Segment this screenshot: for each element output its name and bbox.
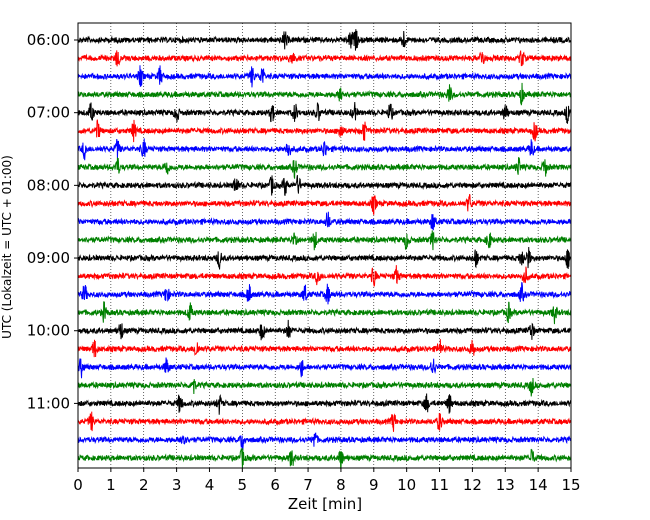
trace-rows bbox=[77, 29, 572, 469]
x-tick-label-10: 10 bbox=[397, 476, 416, 494]
trace-row-1100 bbox=[77, 393, 572, 415]
trace-row-0645 bbox=[77, 82, 572, 106]
trace-row-0600 bbox=[77, 29, 572, 51]
trace-row-0930 bbox=[77, 282, 572, 305]
x-tick-label-6: 6 bbox=[270, 476, 280, 494]
y-tick-label-1000: 10:00 bbox=[27, 322, 70, 340]
trace-row-0715 bbox=[77, 119, 572, 143]
x-tick-label-4: 4 bbox=[205, 476, 215, 494]
trace-row-0915 bbox=[77, 265, 572, 288]
trace-row-1045 bbox=[77, 378, 572, 397]
x-tick-label-13: 13 bbox=[496, 476, 515, 494]
x-tick-label-12: 12 bbox=[463, 476, 482, 494]
x-axis-label: Zeit [min] bbox=[288, 495, 362, 513]
y-axis-label: UTC (Lokalzeit = UTC + 01:00) bbox=[0, 155, 14, 339]
trace-row-0730 bbox=[77, 138, 572, 161]
trace-row-1000 bbox=[77, 319, 572, 341]
x-tick-label-3: 3 bbox=[172, 476, 182, 494]
trace-row-1030 bbox=[77, 357, 572, 379]
x-tick-label-14: 14 bbox=[529, 476, 548, 494]
x-tick-label-1: 1 bbox=[106, 476, 116, 494]
x-tick-label-8: 8 bbox=[336, 476, 346, 494]
y-tick-label-0800: 08:00 bbox=[27, 176, 70, 194]
y-ticks: 06:00 07:00 08:00 09:00 10:00 11:00 bbox=[27, 31, 78, 412]
trace-row-0615 bbox=[77, 50, 572, 67]
trace-row-0845 bbox=[77, 230, 572, 251]
trace-row-1015 bbox=[77, 339, 572, 358]
trace-row-0945 bbox=[77, 301, 572, 325]
trace-row-1145 bbox=[77, 448, 572, 469]
x-tick-label-2: 2 bbox=[139, 476, 149, 494]
trace-row-0830 bbox=[77, 211, 572, 231]
trace-row-0745 bbox=[77, 157, 572, 179]
y-tick-label-0900: 09:00 bbox=[27, 249, 70, 267]
plot-frame bbox=[77, 22, 572, 469]
x-tick-label-0: 0 bbox=[73, 476, 83, 494]
trace-row-0630 bbox=[77, 65, 572, 88]
trace-row-0700 bbox=[77, 102, 572, 124]
y-tick-label-0700: 07:00 bbox=[27, 104, 70, 122]
x-ticks: 0 1 2 3 4 5 6 7 8 9 10 11 12 13 14 15 bbox=[73, 468, 581, 494]
x-tick-label-9: 9 bbox=[369, 476, 379, 494]
y-tick-label-1100: 11:00 bbox=[27, 394, 70, 412]
x-tick-label-15: 15 bbox=[561, 476, 580, 494]
x-tick-label-7: 7 bbox=[303, 476, 313, 494]
trace-row-1130 bbox=[77, 432, 572, 451]
trace-row-0800 bbox=[77, 175, 572, 196]
trace-row-1115 bbox=[77, 411, 572, 432]
trace-row-0900 bbox=[77, 247, 572, 270]
x-tick-label-5: 5 bbox=[238, 476, 248, 494]
y-tick-label-0600: 06:00 bbox=[27, 31, 70, 49]
x-tick-label-11: 11 bbox=[430, 476, 449, 494]
trace-row-0815 bbox=[77, 193, 572, 215]
